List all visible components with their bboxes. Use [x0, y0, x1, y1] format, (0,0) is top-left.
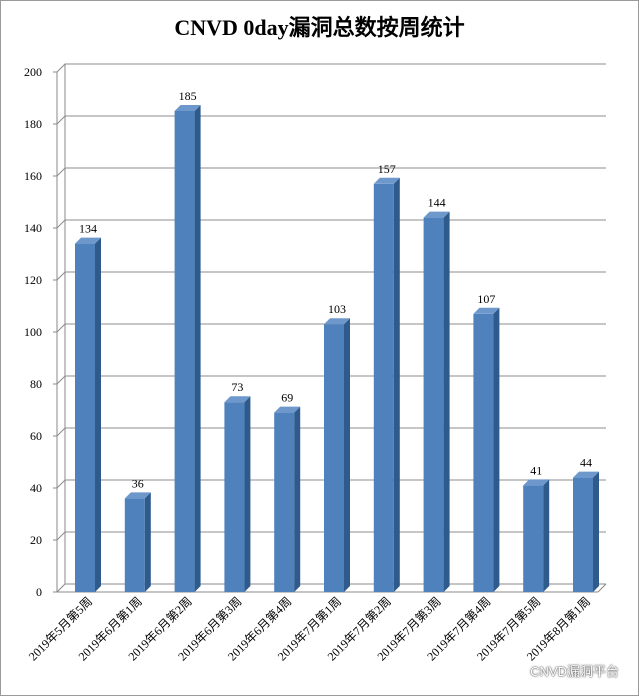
bar — [423, 211, 450, 592]
bar-front — [274, 412, 295, 592]
bar-front — [224, 402, 245, 592]
x-axis-categories: 2019年5月第5周2019年6月第1周2019年6月第2周2019年6月第3周… — [26, 594, 593, 663]
data-label: 144 — [428, 196, 446, 210]
data-label: 134 — [79, 222, 97, 236]
bar-side — [294, 406, 301, 592]
bar-top — [324, 318, 350, 325]
data-label: 69 — [281, 391, 293, 405]
data-label: 73 — [231, 380, 243, 394]
bar-top — [523, 479, 550, 486]
gridline — [56, 63, 606, 73]
gridline — [56, 271, 606, 281]
y-tick-label: 120 — [24, 273, 42, 287]
data-label: 44 — [580, 456, 592, 470]
bar — [124, 492, 151, 592]
wechat-icon — [510, 664, 526, 677]
y-tick-label: 80 — [30, 377, 42, 391]
bar — [373, 177, 400, 593]
bar-front — [373, 183, 394, 593]
data-labels: 134 36 185 73 69 103 157 144 107 41 44 — [79, 89, 592, 490]
bar-front — [124, 498, 145, 592]
bar-top — [124, 492, 151, 499]
gridline — [56, 219, 606, 229]
bars — [75, 105, 599, 593]
data-label: 157 — [378, 162, 396, 176]
bar — [324, 318, 350, 592]
bar-front — [174, 111, 195, 592]
bar-front — [324, 324, 344, 592]
bar-side — [344, 318, 350, 592]
bar — [224, 396, 251, 592]
y-tick-label: 20 — [30, 533, 42, 547]
bar-side — [593, 471, 599, 592]
data-label: 36 — [132, 476, 144, 490]
bar-front — [473, 313, 494, 592]
bar-top — [75, 237, 101, 244]
y-tick-label: 160 — [24, 169, 42, 183]
bar-side — [443, 211, 450, 592]
y-tick-label: 100 — [24, 325, 42, 339]
gridline — [56, 167, 606, 177]
bar — [75, 237, 101, 592]
y-tick-label: 200 — [24, 65, 42, 79]
data-label: 185 — [179, 89, 197, 103]
bar-front — [573, 477, 593, 592]
bar-top — [473, 307, 500, 314]
y-tick-label: 0 — [36, 585, 42, 599]
bar — [523, 479, 550, 592]
gridline — [56, 115, 606, 125]
data-label: 103 — [328, 302, 346, 316]
bar — [573, 471, 599, 592]
bar-side — [194, 105, 201, 592]
y-tick-label: 180 — [24, 117, 42, 131]
bar-side — [95, 237, 101, 592]
bar-side — [493, 307, 500, 592]
bar-top — [224, 396, 251, 403]
bar-front — [75, 243, 95, 592]
bar-top — [423, 211, 450, 218]
floor-right-edge — [597, 583, 607, 593]
bar-side — [244, 396, 251, 592]
watermark-text: CNVD漏洞平台 — [530, 664, 619, 679]
y-tick-label: 140 — [24, 221, 42, 235]
bar — [274, 406, 301, 592]
bar-side — [543, 479, 550, 592]
data-label: 41 — [530, 463, 542, 477]
bar — [174, 105, 201, 592]
bar-front — [523, 485, 544, 592]
bar-top — [174, 105, 201, 111]
bar-side — [144, 492, 151, 592]
y-axis-ticks: 0 20 40 60 80 100 120 140 160 180 200 — [24, 65, 57, 599]
y-tick-label: 60 — [30, 429, 42, 443]
data-label: 107 — [477, 292, 495, 306]
bar-front — [423, 217, 444, 592]
bar-side — [393, 177, 400, 593]
bar — [473, 307, 500, 592]
bar-top — [373, 177, 400, 184]
y-tick-label: 40 — [30, 481, 42, 495]
chart-title: CNVD 0day漏洞总数按周统计 — [174, 15, 465, 40]
bar-top — [573, 471, 599, 478]
bar-top — [274, 406, 301, 413]
watermark: CNVD漏洞平台 — [510, 661, 619, 680]
